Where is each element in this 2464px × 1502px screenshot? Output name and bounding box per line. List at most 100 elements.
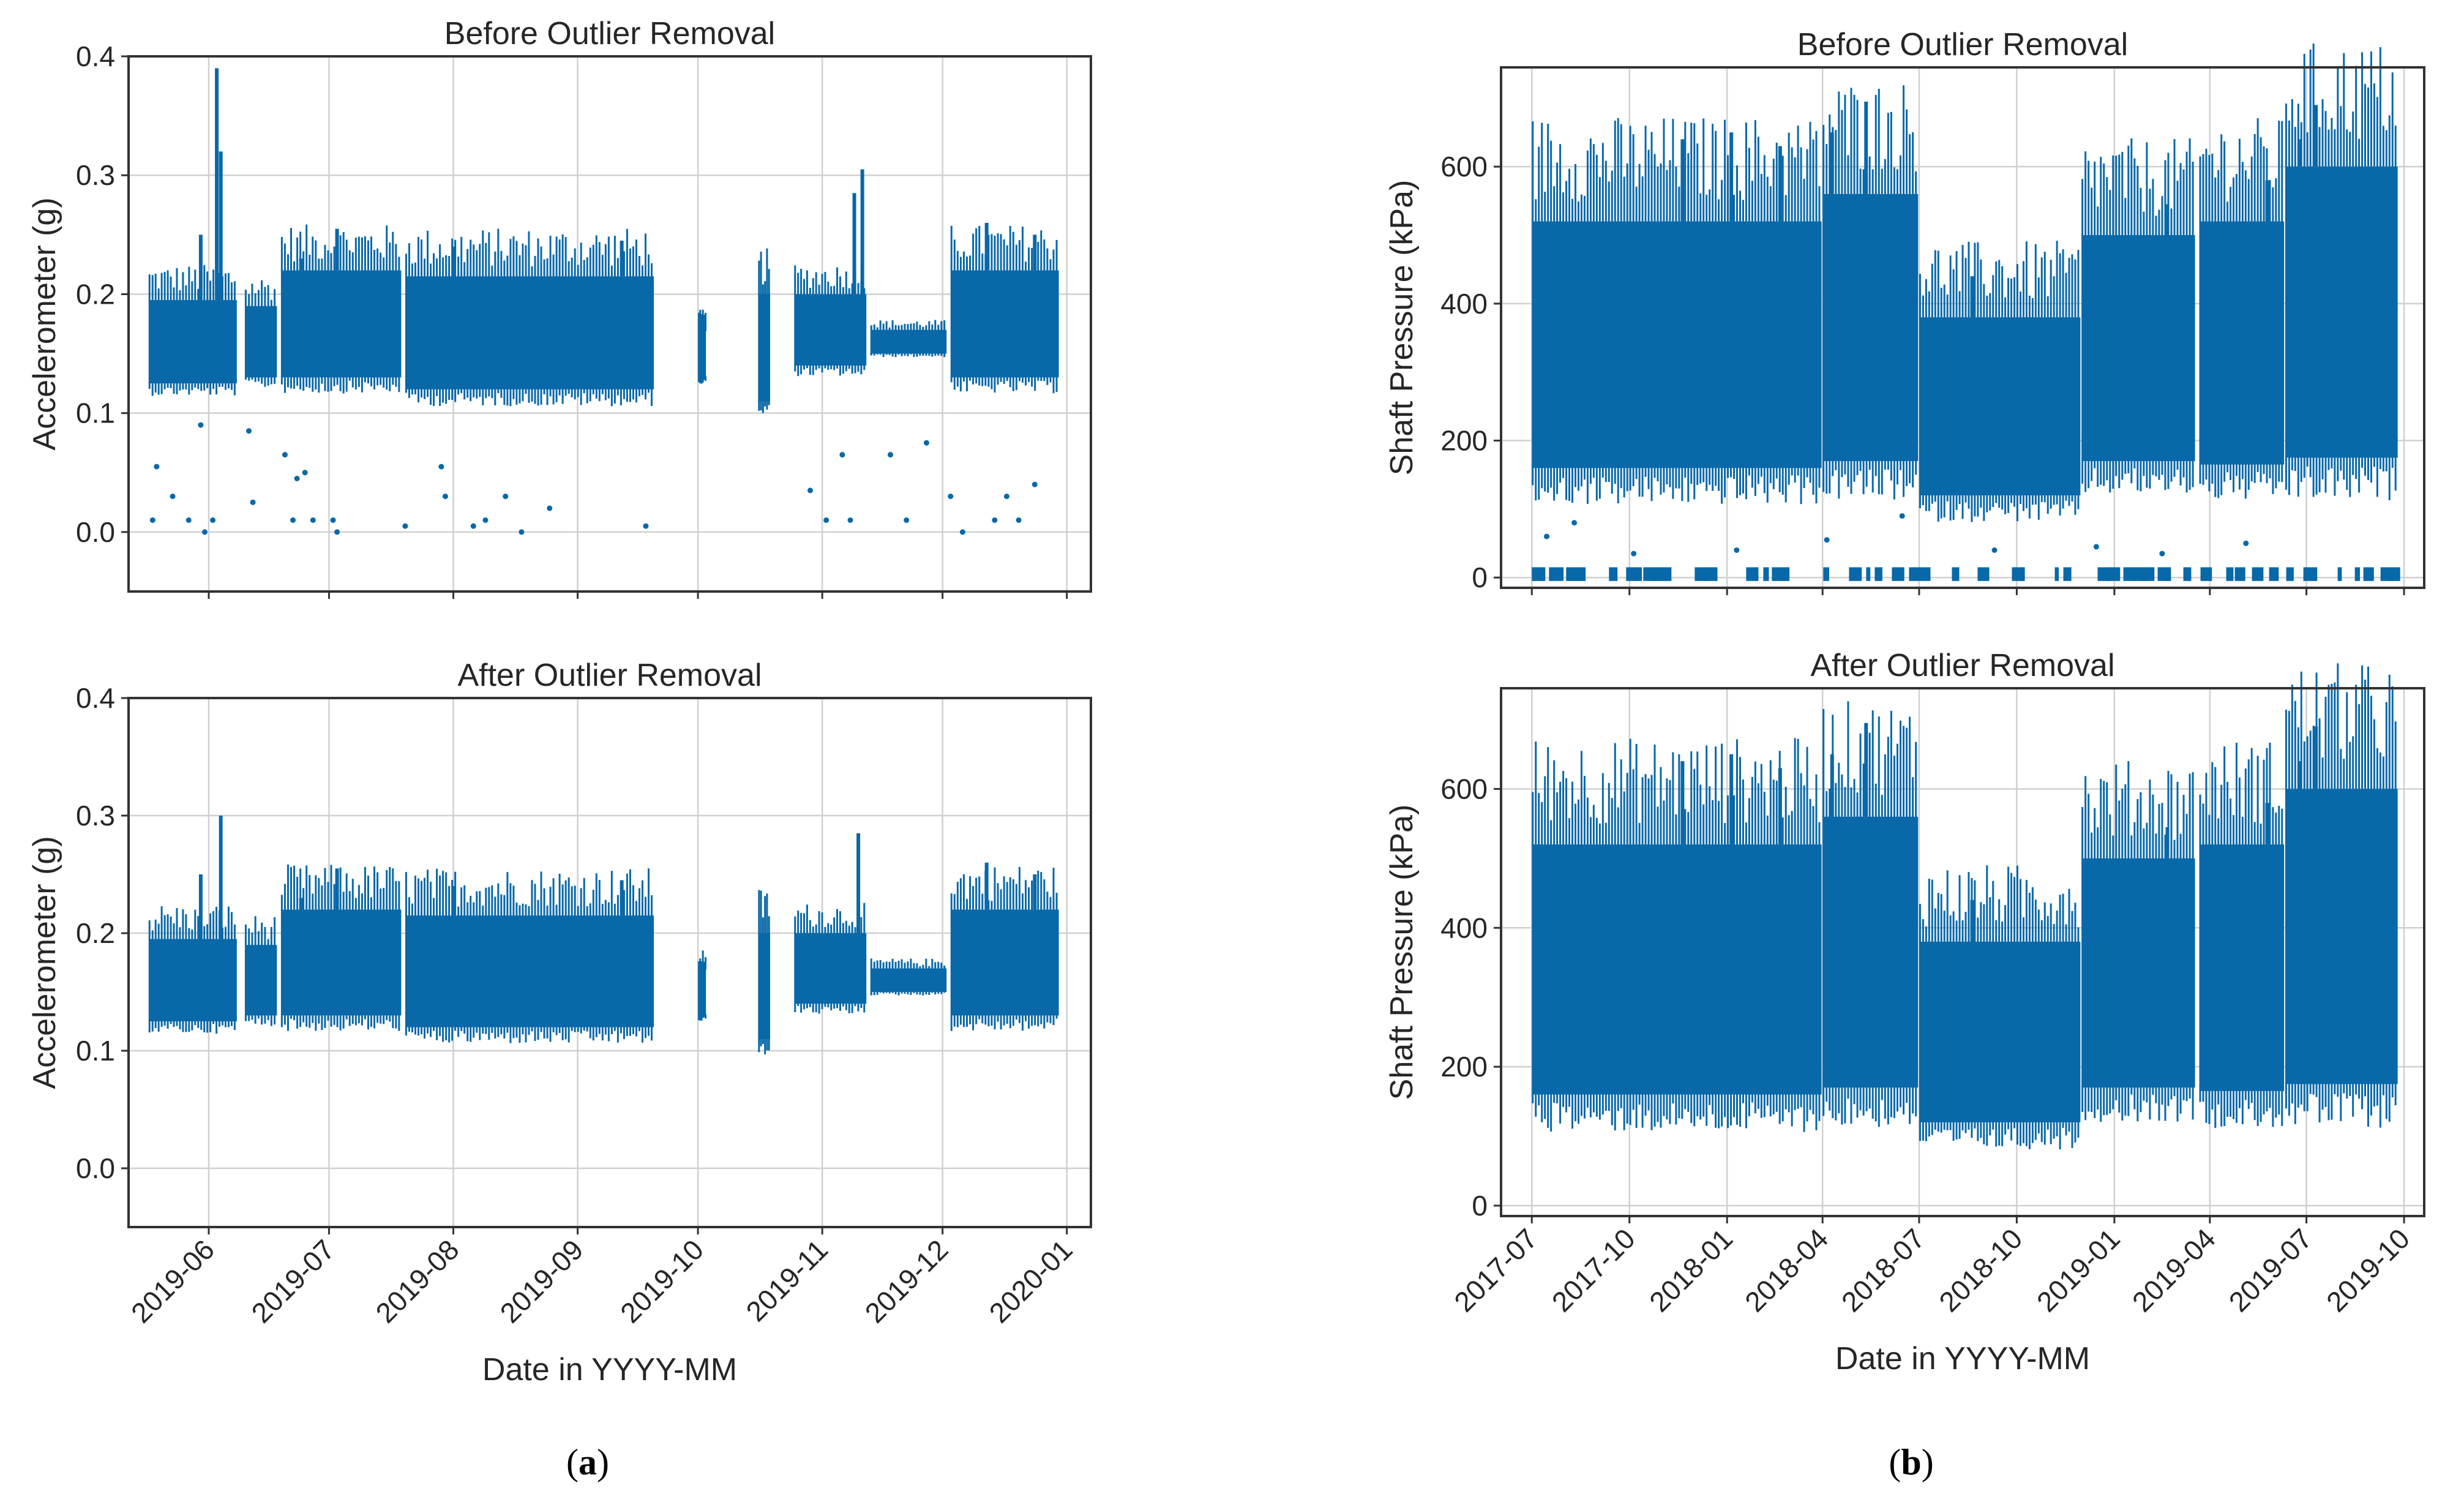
point-column bbox=[1015, 376, 1017, 391]
point-column bbox=[1878, 1086, 1880, 1127]
plot-frame bbox=[127, 697, 1092, 1228]
zero-point-cluster bbox=[2106, 567, 2121, 581]
point-column bbox=[2318, 718, 2321, 790]
x-tick-label: 2020-01 bbox=[983, 1233, 1079, 1329]
point-column bbox=[913, 352, 915, 357]
point-column bbox=[610, 871, 613, 917]
point-column bbox=[2238, 138, 2241, 223]
point-column bbox=[833, 1002, 836, 1009]
point-column bbox=[1812, 806, 1814, 846]
point-column bbox=[1532, 467, 1534, 486]
outlier-point bbox=[482, 517, 489, 523]
point-column bbox=[1971, 494, 1973, 522]
point-column bbox=[430, 1026, 432, 1037]
point-column bbox=[571, 886, 573, 917]
point-column bbox=[1915, 1086, 1917, 1117]
point-column bbox=[891, 320, 894, 331]
point-column bbox=[182, 909, 184, 941]
point-column bbox=[1721, 743, 1723, 846]
point-column bbox=[411, 1026, 413, 1033]
point-column bbox=[466, 902, 469, 917]
point-column bbox=[348, 376, 351, 381]
point-column bbox=[2121, 789, 2124, 860]
point-column bbox=[488, 232, 490, 278]
point-column bbox=[1800, 1093, 1802, 1108]
point-column bbox=[1919, 1121, 1921, 1141]
point-column bbox=[891, 352, 894, 357]
point-column bbox=[2382, 756, 2384, 790]
zero-point-cluster bbox=[1909, 567, 1918, 581]
point-column bbox=[274, 289, 276, 307]
point-column bbox=[1772, 467, 1775, 489]
y-tick-label: 600 bbox=[1440, 151, 1488, 182]
point-column bbox=[1559, 467, 1562, 483]
point-column bbox=[2017, 865, 2019, 943]
zero-point-cluster bbox=[2252, 567, 2264, 581]
point-column bbox=[1847, 1086, 1849, 1099]
point-column bbox=[2056, 494, 2058, 505]
point-column bbox=[244, 924, 247, 947]
point-column bbox=[1052, 868, 1055, 911]
point-column bbox=[1608, 467, 1610, 483]
point-column bbox=[1638, 467, 1641, 497]
point-column bbox=[821, 364, 823, 373]
point-column bbox=[635, 388, 637, 403]
point-column bbox=[2091, 1086, 2093, 1113]
point-column bbox=[2046, 915, 2049, 943]
point-column bbox=[800, 1002, 803, 1013]
zero-point-cluster bbox=[1626, 567, 1637, 581]
point-column bbox=[1718, 1093, 1720, 1128]
point-column bbox=[233, 1020, 236, 1031]
point-column bbox=[476, 250, 478, 278]
point-column bbox=[398, 881, 400, 911]
point-column bbox=[571, 1026, 573, 1031]
point-column bbox=[1580, 1093, 1582, 1116]
point-column bbox=[1547, 747, 1549, 846]
zero-point-cluster bbox=[2312, 567, 2318, 581]
point-column bbox=[1055, 376, 1058, 392]
point-column bbox=[1815, 130, 1818, 223]
y-axis-label: Shaft Pressure (kPa) bbox=[1384, 805, 1420, 1100]
zero-point-cluster bbox=[2183, 567, 2192, 581]
point-column bbox=[1940, 1121, 1942, 1133]
point-column bbox=[1706, 194, 1708, 223]
point-column bbox=[1871, 460, 1874, 493]
point-column bbox=[1702, 804, 1705, 846]
point-column bbox=[1586, 1093, 1589, 1108]
point-column bbox=[2334, 129, 2336, 168]
point-column bbox=[398, 257, 400, 272]
point-column bbox=[1617, 1093, 1619, 1111]
point-column bbox=[632, 885, 634, 917]
point-column bbox=[2352, 456, 2354, 475]
point-column bbox=[436, 868, 438, 917]
spike bbox=[1680, 761, 1685, 845]
point-column bbox=[2007, 277, 2010, 319]
point-column bbox=[185, 1020, 187, 1032]
point-column bbox=[2185, 1086, 2188, 1102]
point-column bbox=[1666, 467, 1668, 485]
point-column bbox=[2391, 686, 2394, 790]
point-column bbox=[224, 382, 227, 390]
point-column bbox=[766, 248, 768, 296]
point-column bbox=[830, 925, 833, 934]
point-column bbox=[1580, 467, 1582, 487]
point-column bbox=[1641, 467, 1644, 497]
point-column bbox=[1928, 291, 1930, 319]
point-column bbox=[962, 1014, 965, 1027]
point-column bbox=[315, 240, 317, 272]
point-column bbox=[586, 388, 588, 404]
point-column bbox=[1915, 460, 1917, 475]
point-column bbox=[894, 352, 897, 358]
point-column bbox=[1781, 156, 1784, 223]
point-column bbox=[1595, 1093, 1598, 1117]
point-column bbox=[1893, 755, 1895, 818]
point-column bbox=[1672, 119, 1674, 223]
point-column bbox=[293, 261, 296, 272]
x-tick-label: 2019-07 bbox=[245, 1233, 340, 1329]
point-column bbox=[2106, 460, 2108, 481]
point-column bbox=[904, 323, 906, 331]
point-column bbox=[1009, 225, 1011, 272]
point-column bbox=[351, 376, 354, 388]
point-column bbox=[1028, 247, 1030, 272]
point-column bbox=[160, 272, 163, 302]
